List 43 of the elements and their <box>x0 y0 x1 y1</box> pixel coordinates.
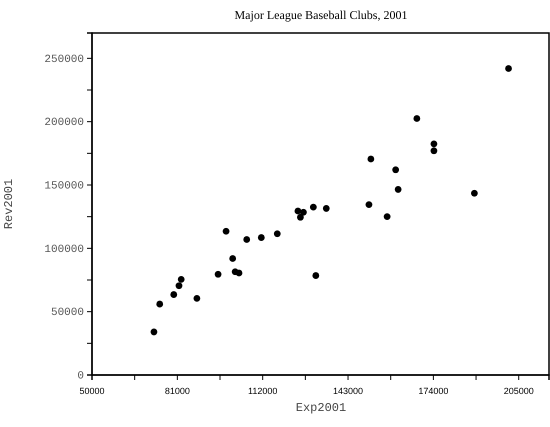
point <box>243 236 250 243</box>
point <box>156 300 164 308</box>
point <box>366 201 372 208</box>
point <box>394 186 402 193</box>
x-tick-label: 112000 <box>248 386 278 396</box>
y-tick-label: 0 <box>77 370 84 383</box>
point <box>222 228 230 235</box>
point <box>297 214 304 221</box>
point <box>229 255 236 262</box>
point <box>312 272 320 279</box>
point <box>471 190 478 197</box>
x-axis-title: Exp2001 <box>296 401 346 415</box>
point <box>430 147 438 154</box>
y-tick-label: 100000 <box>44 244 84 256</box>
y-axis-title: Rev2001 <box>2 178 16 230</box>
point <box>300 208 307 216</box>
x-tick-label: 174000 <box>418 386 448 396</box>
point <box>176 282 182 290</box>
point <box>505 65 512 72</box>
point <box>367 156 374 162</box>
point <box>392 166 400 174</box>
x-tick-label: 205000 <box>504 386 534 396</box>
x-tick-label: 50000 <box>79 386 105 396</box>
chart-title: Major League Baseball Clubs, 2001 <box>234 8 408 22</box>
point <box>274 230 281 238</box>
y-tick-label: 250000 <box>44 54 84 66</box>
y-tick-label: 200000 <box>44 117 84 130</box>
point <box>178 276 185 283</box>
point <box>194 294 200 302</box>
y-tick-label: 150000 <box>44 180 84 193</box>
point <box>150 328 158 336</box>
point <box>310 204 317 211</box>
x-tick-label: 143000 <box>333 386 364 396</box>
point <box>413 115 420 122</box>
point <box>384 213 391 220</box>
x-tick-label: 81000 <box>164 386 190 396</box>
y-tick-label: 50000 <box>50 307 84 320</box>
point <box>236 270 242 276</box>
point <box>214 270 222 278</box>
point <box>170 291 178 298</box>
point <box>322 205 330 212</box>
point <box>258 234 265 241</box>
point <box>430 140 438 148</box>
